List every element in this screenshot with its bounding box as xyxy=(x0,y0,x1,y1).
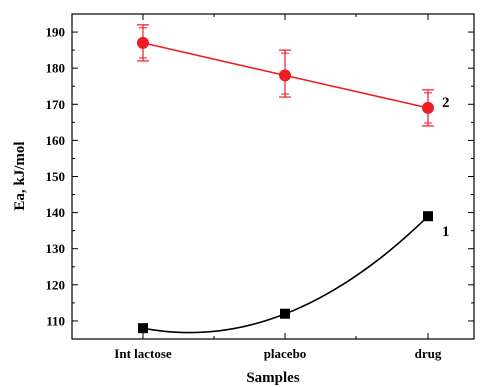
x-tick-label: drug xyxy=(415,346,442,361)
plot-frame xyxy=(71,13,475,340)
y-tick-label: 190 xyxy=(46,25,66,40)
data-point xyxy=(137,36,149,49)
y-tick-label: 120 xyxy=(46,277,66,292)
series-label: 1 xyxy=(442,224,450,240)
data-point xyxy=(280,308,290,319)
y-tick-label: 160 xyxy=(46,133,66,148)
data-point xyxy=(423,211,433,222)
series-1: 1 xyxy=(138,211,450,334)
series-2: 2 xyxy=(137,24,450,127)
data-point xyxy=(422,101,434,114)
y-axis-ticks: 110 120 130 140 150 160 170 180 190 xyxy=(46,25,474,328)
x-axis-title: Samples xyxy=(246,370,300,386)
y-tick-label: 150 xyxy=(46,169,66,184)
x-tick-label: Int lactose xyxy=(114,346,172,361)
data-point xyxy=(279,69,291,82)
y-axis-title: Ea, kJ/mol xyxy=(12,141,28,210)
series-layer: 21 xyxy=(137,24,450,334)
x-axis-ticks: Int lactose placebo drug xyxy=(114,14,442,361)
y-tick-label: 130 xyxy=(46,241,66,256)
data-point xyxy=(138,323,148,334)
y-tick-label: 140 xyxy=(46,205,66,220)
x-tick-label: placebo xyxy=(264,346,307,361)
y-tick-label: 170 xyxy=(46,97,66,112)
y-tick-label: 110 xyxy=(46,313,65,328)
series-label: 2 xyxy=(442,95,450,111)
y-tick-label: 180 xyxy=(46,61,66,76)
